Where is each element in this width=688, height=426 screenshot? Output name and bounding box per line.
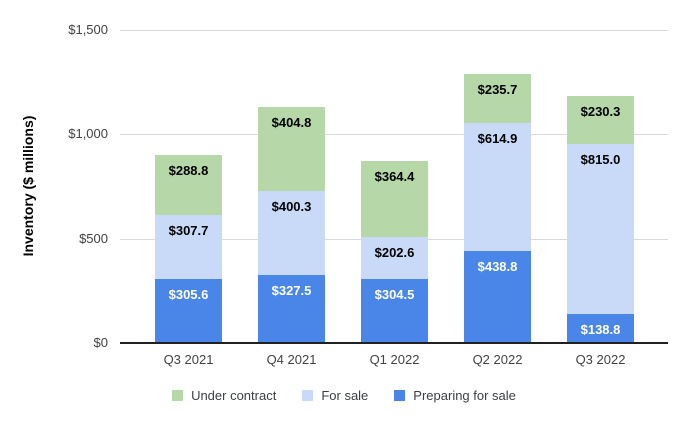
x-axis-tick-label: Q4 2021 xyxy=(266,352,317,367)
x-axis-tick-label: Q2 2022 xyxy=(472,352,523,367)
gridline-1500 xyxy=(120,30,668,31)
bar-value-label: $202.6 xyxy=(374,245,415,261)
bar-segment: $230.3 xyxy=(567,95,634,144)
bar-segment: $327.5 xyxy=(258,274,325,343)
legend-swatch xyxy=(302,389,314,401)
legend-item: Under contract xyxy=(172,388,276,403)
bar-segment: $614.9 xyxy=(464,123,531,252)
x-axis-tick-label: Q3 2021 xyxy=(163,352,214,367)
bar-segment: $305.6 xyxy=(155,279,222,343)
bar-segment: $138.8 xyxy=(567,314,634,343)
legend-label: Preparing for sale xyxy=(413,387,516,403)
bar-value-label: $304.5 xyxy=(374,287,415,303)
legend-swatch xyxy=(172,389,184,401)
x-axis-line xyxy=(120,342,668,344)
bar-segment: $364.4 xyxy=(361,161,428,238)
y-axis-tick-label: $0 xyxy=(93,335,108,350)
y-axis-tick-label: $1,000 xyxy=(68,126,108,142)
bar-value-label: $138.8 xyxy=(580,322,621,338)
legend-item: Preparing for sale xyxy=(394,388,516,403)
legend-item: For sale xyxy=(302,388,368,403)
bar-value-label: $307.7 xyxy=(168,223,209,239)
bar-segment: $288.8 xyxy=(155,154,222,215)
legend-label: For sale xyxy=(321,387,369,403)
bar-segment: $438.8 xyxy=(464,251,531,343)
y-axis-tick-label: $500 xyxy=(79,230,108,246)
bar-segment: $235.7 xyxy=(464,73,531,124)
bar-segment: $307.7 xyxy=(155,215,222,280)
bar-segment: $304.5 xyxy=(361,279,428,343)
bar-segment: $202.6 xyxy=(361,237,428,280)
legend: Under contract For sale Preparing for sale xyxy=(0,386,688,404)
bar-value-label: $404.8 xyxy=(271,114,312,130)
y-axis-tick-label: $1,500 xyxy=(68,22,108,37)
gridline-1000 xyxy=(120,134,668,136)
bar-value-label: $400.3 xyxy=(271,199,312,215)
x-axis-tick-label: Q1 2022 xyxy=(369,352,420,367)
bar-value-label: $305.6 xyxy=(168,287,209,303)
bar-value-label: $288.8 xyxy=(168,162,209,178)
bar-value-label: $815.0 xyxy=(580,151,621,167)
bar-value-label: $235.7 xyxy=(477,81,518,97)
y-axis-title: Inventory ($ millions) xyxy=(20,115,36,257)
bar-segment: $400.3 xyxy=(258,191,325,275)
bar-segment: $815.0 xyxy=(567,143,634,315)
bar-value-label: $438.8 xyxy=(477,259,518,275)
legend-label: Under contract xyxy=(191,387,277,403)
legend-swatch xyxy=(394,389,406,401)
bar-segment: $404.8 xyxy=(258,106,325,192)
bar-value-label: $364.4 xyxy=(374,169,415,185)
x-axis-tick-label: Q3 2022 xyxy=(575,352,626,367)
bar-value-label: $230.3 xyxy=(580,103,621,119)
bar-value-label: $614.9 xyxy=(477,131,518,147)
bar-value-label: $327.5 xyxy=(271,282,312,298)
